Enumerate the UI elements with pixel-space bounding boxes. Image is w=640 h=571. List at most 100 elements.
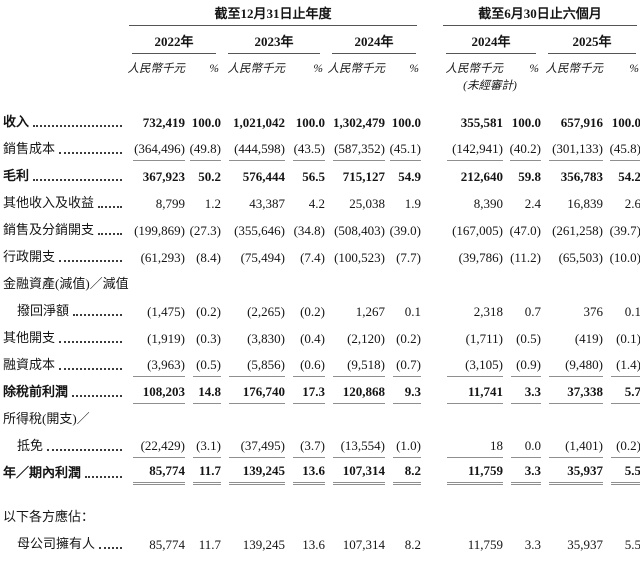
cell-value: 5.7 bbox=[611, 383, 640, 404]
amount-cell: 85,774 bbox=[125, 458, 185, 485]
percent-cell: 13.6 bbox=[285, 458, 325, 485]
cell-value: (3,830) bbox=[247, 331, 285, 346]
row-label-text: 母公司擁有人 bbox=[17, 536, 96, 551]
amount-cell: 37,338 bbox=[541, 377, 603, 404]
dot-leader bbox=[59, 368, 122, 370]
percent-cell: (7.7) bbox=[385, 242, 421, 269]
percent-cell: (27.3) bbox=[185, 215, 221, 242]
amount-cell: 8,799 bbox=[125, 188, 185, 215]
cell-value: 176,740 bbox=[229, 383, 285, 404]
percent-cell: 100.0 bbox=[185, 107, 221, 134]
amount-cell: 657,916 bbox=[541, 107, 603, 134]
cell-value: 17.3 bbox=[293, 383, 325, 404]
cell-value: (261,258) bbox=[552, 223, 603, 238]
cell-value: (1,475) bbox=[147, 304, 185, 319]
row-label: 年／期內利潤 bbox=[3, 458, 125, 485]
amount-cell: (39,786) bbox=[439, 242, 503, 269]
percent-unit-label: % bbox=[529, 63, 539, 75]
row-label: 金融資產(減值)／減值 bbox=[3, 269, 285, 296]
cell-value: 1,021,042 bbox=[233, 115, 285, 130]
percent-cell: (0.5) bbox=[503, 323, 541, 350]
row-label: 銷售及分銷開支 bbox=[3, 215, 125, 242]
cell-value: 18 bbox=[447, 437, 503, 458]
cell-value: (2,265) bbox=[247, 304, 285, 319]
cell-value: (0.2) bbox=[196, 304, 221, 319]
cell-value: 11,759 bbox=[467, 537, 503, 552]
unaudited-note: (未經審計) bbox=[463, 80, 517, 92]
amount-cell: 176,740 bbox=[221, 377, 285, 404]
cell-value: 355,581 bbox=[460, 115, 503, 130]
amount-cell: (508,403) bbox=[325, 215, 385, 242]
cell-value: (0.7) bbox=[393, 356, 421, 377]
cell-value: (587,352) bbox=[333, 140, 385, 161]
cell-value: 100.0 bbox=[391, 115, 421, 130]
cell-value: 8,390 bbox=[473, 196, 503, 211]
percent-cell: 5.5 bbox=[603, 529, 640, 556]
amount-cell: (2,120) bbox=[325, 323, 385, 350]
percent-cell: (0.3) bbox=[185, 323, 221, 350]
cell-value: 657,916 bbox=[560, 115, 603, 130]
row-label-text: 銷售及分銷開支 bbox=[3, 222, 95, 237]
row-label-text: 以下各方應佔： bbox=[3, 509, 95, 524]
amount-cell: (61,293) bbox=[125, 242, 185, 269]
percent-cell: (34.8) bbox=[285, 215, 325, 242]
percent-cell: 3.3 bbox=[503, 529, 541, 556]
percent-cell: (8.4) bbox=[185, 242, 221, 269]
currency-unit-label: 人民幣千元 bbox=[227, 63, 286, 75]
cell-value: 108,203 bbox=[133, 383, 185, 404]
cell-value: (39,786) bbox=[458, 250, 503, 265]
percent-cell: 8.2 bbox=[385, 458, 421, 485]
cell-value: 0.1 bbox=[404, 304, 421, 319]
cell-value: (100,523) bbox=[334, 250, 385, 265]
percent-cell: 8.2 bbox=[385, 529, 421, 556]
percent-cell: 54.9 bbox=[385, 161, 421, 188]
cell-value: 0.0 bbox=[511, 437, 541, 458]
row-label-text: 抵免 bbox=[17, 438, 44, 453]
cell-value: 356,783 bbox=[560, 169, 603, 184]
row-label: 收入 bbox=[3, 107, 125, 134]
amount-cell: 8,390 bbox=[439, 188, 503, 215]
percent-cell: (45.1) bbox=[385, 134, 421, 161]
amount-cell: (13,554) bbox=[325, 431, 385, 458]
row-label-text: 其他開支 bbox=[3, 330, 56, 345]
percent-cell: 5.7 bbox=[603, 377, 640, 404]
cell-value: (40.2) bbox=[509, 140, 541, 161]
cell-value: (9,480) bbox=[549, 356, 603, 377]
cell-value: 107,314 bbox=[333, 462, 385, 485]
cell-value: (37,495) bbox=[229, 437, 285, 458]
cell-value: (9,518) bbox=[333, 356, 385, 377]
cell-value: 11.7 bbox=[193, 462, 221, 485]
table-section-heading-row: 金融資產(減值)／減值 bbox=[3, 269, 638, 296]
dot-leader bbox=[59, 341, 122, 343]
percent-cell: (0.2) bbox=[185, 296, 221, 323]
income-statement-table: 收入 732,419 100.0 1,021,042 100.0 1,302,479 100… bbox=[3, 107, 640, 556]
cell-value: 715,127 bbox=[342, 169, 385, 184]
cell-value: 120,868 bbox=[333, 383, 385, 404]
amount-cell: (37,495) bbox=[221, 431, 285, 458]
percent-cell: 100.0 bbox=[385, 107, 421, 134]
table-row: 行政開支 (61,293) (8.4) (75,494) (7.4) (100,523) (… bbox=[3, 242, 640, 269]
amount-cell: (167,005) bbox=[439, 215, 503, 242]
cell-value: 0.1 bbox=[624, 304, 640, 319]
cell-value: 43,387 bbox=[249, 196, 285, 211]
row-label-text: 融資成本 bbox=[3, 357, 56, 372]
cell-value: (0.4) bbox=[300, 331, 325, 346]
row-label-text: 金融資產(減值)／減值 bbox=[3, 276, 129, 291]
amount-cell: 732,419 bbox=[125, 107, 185, 134]
cell-value: (45.1) bbox=[389, 140, 421, 161]
cell-value: 139,245 bbox=[242, 537, 285, 552]
header-spacer bbox=[3, 93, 640, 107]
cell-value: 35,937 bbox=[567, 537, 603, 552]
row-label-text: 銷售成本 bbox=[3, 141, 56, 156]
percent-cell: 11.7 bbox=[185, 458, 221, 485]
percent-cell: (0.7) bbox=[385, 350, 421, 377]
year-column-header: 2025年 bbox=[548, 34, 636, 54]
year-column-header: 2023年 bbox=[228, 34, 320, 54]
row-label: 撥回淨額 bbox=[3, 296, 125, 323]
amount-cell: 355,581 bbox=[439, 107, 503, 134]
cell-value: (65,503) bbox=[558, 250, 603, 265]
cell-value: (0.6) bbox=[293, 356, 325, 377]
cell-value: (0.5) bbox=[193, 356, 221, 377]
row-label: 融資成本 bbox=[3, 350, 125, 377]
cell-value: (0.2) bbox=[396, 331, 421, 346]
